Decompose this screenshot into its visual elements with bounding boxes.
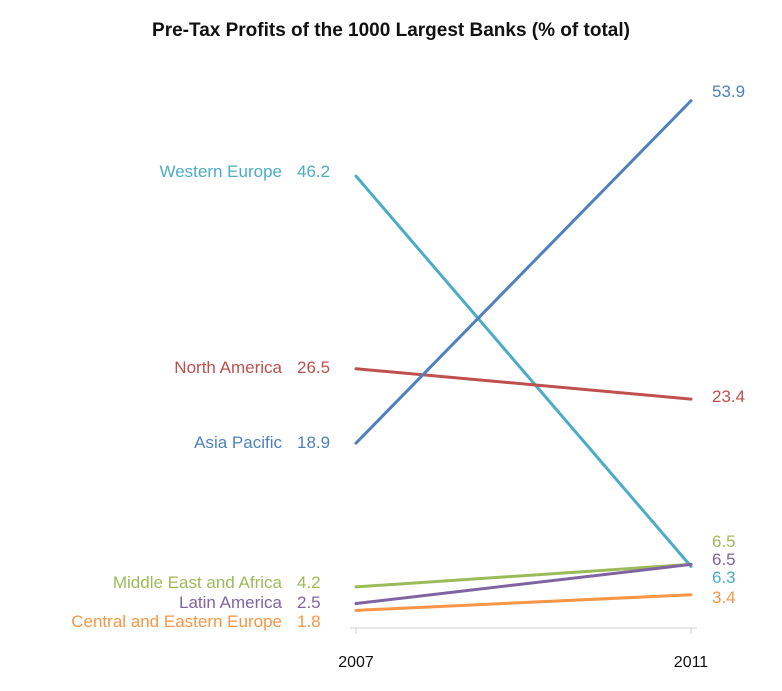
category-label-asia-pacific: Asia Pacific xyxy=(194,433,282,452)
category-label-western-europe: Western Europe xyxy=(159,162,282,181)
category-label-central-and-eastern-europe: Central and Eastern Europe xyxy=(71,612,282,631)
category-label-north-america: North America xyxy=(174,358,282,377)
value-label-2011-latin-america: 6.5 xyxy=(712,550,736,569)
series-line-latin-america xyxy=(354,562,693,606)
series-line-western-europe xyxy=(354,174,693,568)
series-line-asia-pacific xyxy=(354,99,693,445)
series-lines xyxy=(354,99,693,612)
x-tick-label-2007: 2007 xyxy=(338,654,374,671)
value-label-2011-middle-east-and-africa: 6.5 xyxy=(712,532,736,551)
value-label-2007-asia-pacific: 18.9 xyxy=(297,433,330,452)
x-tick-label-2011: 2011 xyxy=(674,654,709,671)
category-label-latin-america: Latin America xyxy=(179,593,283,612)
value-label-2011-asia-pacific: 53.9 xyxy=(712,82,745,101)
value-label-2007-central-and-eastern-europe: 1.8 xyxy=(297,612,321,631)
series-line-north-america xyxy=(354,367,693,401)
series-line-central-and-eastern-europe xyxy=(354,593,693,612)
value-label-2011-north-america: 23.4 xyxy=(712,387,745,406)
value-label-2007-north-america: 26.5 xyxy=(297,358,330,377)
value-label-2011-western-europe: 6.3 xyxy=(712,568,736,587)
value-label-2007-middle-east-and-africa: 4.2 xyxy=(297,573,321,592)
value-label-2007-latin-america: 2.5 xyxy=(297,593,321,612)
series-line-middle-east-and-africa xyxy=(354,562,693,589)
value-label-2007-western-europe: 46.2 xyxy=(297,162,330,181)
value-label-2011-central-and-eastern-europe: 3.4 xyxy=(712,588,736,607)
data-labels: Western Europe 46.2 North America 26.5 Asia … xyxy=(71,82,745,631)
category-label-middle-east-and-africa: Middle East and Africa xyxy=(113,573,283,592)
x-axis: 2007 2011 xyxy=(338,627,709,671)
chart-title: Pre-Tax Profits of the 1000 Largest Bank… xyxy=(152,20,630,41)
